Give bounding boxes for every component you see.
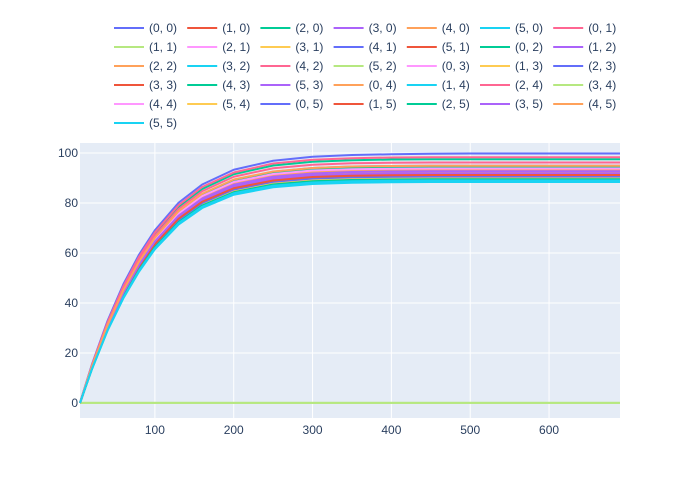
legend-item[interactable]: (3, 2) <box>187 59 250 73</box>
legend-label: (1, 5) <box>369 97 397 111</box>
y-tick-label: 40 <box>65 296 79 310</box>
legend-label: (2, 0) <box>295 21 323 35</box>
legend-label: (0, 3) <box>442 59 470 73</box>
legend-label: (3, 0) <box>369 21 397 35</box>
legend-label: (4, 0) <box>442 21 470 35</box>
legend-label: (5, 4) <box>222 97 250 111</box>
legend-label: (5, 0) <box>515 21 543 35</box>
legend-label: (5, 5) <box>149 116 177 130</box>
legend-item[interactable]: (0, 0) <box>114 21 177 35</box>
legend-item[interactable]: (1, 0) <box>187 21 250 35</box>
legend-item[interactable]: (5, 3) <box>260 78 323 92</box>
y-tick-label: 60 <box>65 246 79 260</box>
legend-item[interactable]: (2, 2) <box>114 59 177 73</box>
legend-item[interactable]: (2, 5) <box>406 97 470 111</box>
legend-item[interactable]: (3, 1) <box>260 40 323 54</box>
x-tick-label: 100 <box>145 423 165 437</box>
legend-label: (1, 4) <box>442 78 470 92</box>
legend-item[interactable]: (5, 0) <box>480 21 543 35</box>
legend-label: (3, 1) <box>295 40 323 54</box>
legend-label: (3, 5) <box>515 97 543 111</box>
legend-label: (3, 3) <box>149 78 177 92</box>
legend-item[interactable]: (1, 2) <box>553 40 616 54</box>
legend-item[interactable]: (2, 0) <box>260 21 323 35</box>
y-tick-label: 80 <box>65 196 79 210</box>
legend-label: (2, 5) <box>442 97 470 111</box>
legend-label: (4, 4) <box>149 97 177 111</box>
x-tick-label: 300 <box>303 423 323 437</box>
legend-item[interactable]: (5, 4) <box>187 97 250 111</box>
legend-label: (4, 1) <box>369 40 397 54</box>
legend-item[interactable]: (4, 1) <box>333 40 397 54</box>
legend-label: (5, 2) <box>369 59 397 73</box>
legend-label: (0, 5) <box>295 97 323 111</box>
legend-item[interactable]: (1, 5) <box>333 97 397 111</box>
legend-item[interactable]: (3, 4) <box>553 78 616 92</box>
legend-item[interactable]: (2, 4) <box>480 78 543 92</box>
legend-label: (4, 2) <box>295 59 323 73</box>
x-tick-label: 600 <box>539 423 559 437</box>
y-axis-ticks: 0 20 40 60 80 100 <box>58 146 78 410</box>
legend-item[interactable]: (3, 5) <box>480 97 543 111</box>
x-axis-ticks: 100 200 300 400 500 600 <box>145 423 560 437</box>
legend-label: (5, 3) <box>295 78 323 92</box>
legend-item[interactable]: (4, 3) <box>187 78 250 92</box>
legend-label: (2, 1) <box>222 40 250 54</box>
legend-item[interactable]: (2, 1) <box>187 40 250 54</box>
legend-label: (0, 0) <box>149 21 177 35</box>
legend-item[interactable]: (4, 2) <box>260 59 323 73</box>
legend-item[interactable]: (1, 1) <box>114 40 177 54</box>
y-tick-label: 100 <box>58 146 78 160</box>
legend-item[interactable]: (4, 5) <box>553 97 616 111</box>
legend-label: (0, 1) <box>588 21 616 35</box>
legend: (0, 0) (1, 0) (2, 0) (3, 0) (4, 0) (5, 0) (0, … <box>114 21 616 130</box>
legend-label: (2, 4) <box>515 78 543 92</box>
legend-label: (4, 3) <box>222 78 250 92</box>
legend-label: (1, 3) <box>515 59 543 73</box>
x-tick-label: 400 <box>381 423 401 437</box>
legend-label: (2, 2) <box>149 59 177 73</box>
legend-item[interactable]: (0, 5) <box>260 97 323 111</box>
legend-label: (1, 2) <box>588 40 616 54</box>
legend-label: (4, 5) <box>588 97 616 111</box>
legend-label: (0, 4) <box>369 78 397 92</box>
series-lines <box>79 152 620 404</box>
legend-label: (0, 2) <box>515 40 543 54</box>
legend-item[interactable]: (0, 1) <box>553 21 616 35</box>
legend-item[interactable]: (0, 4) <box>333 78 397 92</box>
plot-area <box>80 143 620 418</box>
legend-item[interactable]: (4, 0) <box>406 21 470 35</box>
y-tick-label: 20 <box>65 346 79 360</box>
legend-label: (2, 3) <box>588 59 616 73</box>
legend-item[interactable]: (4, 4) <box>114 97 177 111</box>
legend-item[interactable]: (1, 3) <box>480 59 543 73</box>
x-tick-label: 500 <box>460 423 480 437</box>
legend-item[interactable]: (0, 3) <box>406 59 470 73</box>
y-tick-label: 0 <box>71 396 78 410</box>
legend-item[interactable]: (5, 1) <box>406 40 470 54</box>
legend-item[interactable]: (0, 2) <box>480 40 543 54</box>
legend-item[interactable]: (5, 5) <box>114 116 177 130</box>
legend-item[interactable]: (2, 3) <box>553 59 616 73</box>
x-tick-label: 200 <box>224 423 244 437</box>
legend-label: (1, 0) <box>222 21 250 35</box>
legend-label: (1, 1) <box>149 40 177 54</box>
legend-label: (3, 2) <box>222 59 250 73</box>
legend-label: (3, 4) <box>588 78 616 92</box>
legend-item[interactable]: (3, 3) <box>114 78 177 92</box>
legend-item[interactable]: (5, 2) <box>333 59 397 73</box>
legend-item[interactable]: (3, 0) <box>333 21 397 35</box>
legend-label: (5, 1) <box>442 40 470 54</box>
legend-item[interactable]: (1, 4) <box>406 78 470 92</box>
series-line[interactable] <box>79 164 620 404</box>
series-line[interactable] <box>79 179 620 404</box>
